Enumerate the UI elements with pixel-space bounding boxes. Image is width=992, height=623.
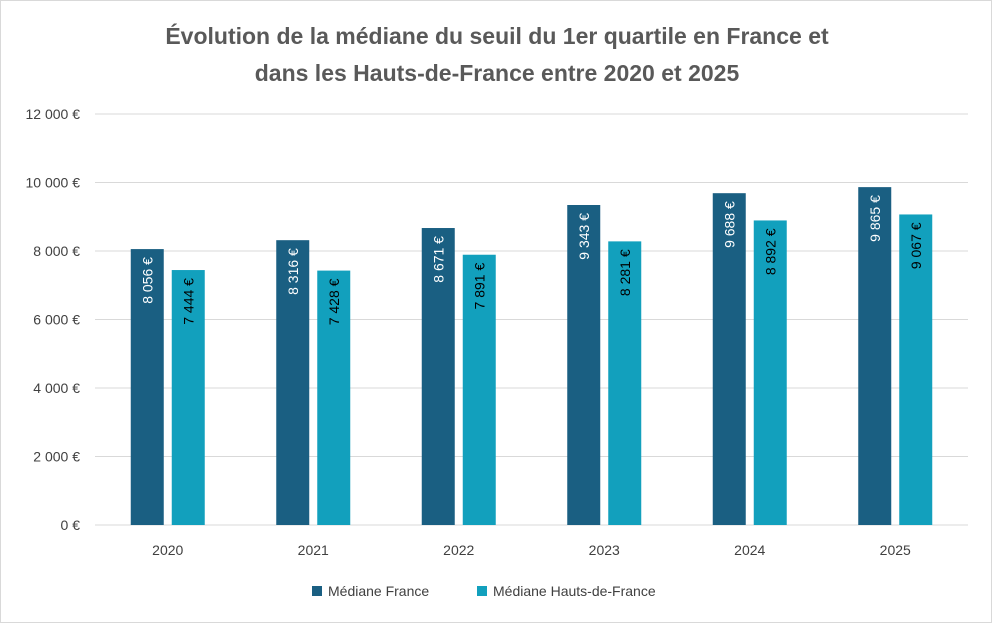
x-axis-category-labels: 2020 2021 2022 2023 2024 2025: [152, 542, 911, 558]
x-category-label: 2022: [443, 542, 474, 558]
legend-label: Médiane France: [328, 583, 429, 599]
y-tick-label: 2 000 €: [33, 449, 80, 465]
chart-title-line-1: Évolution de la médiane du seuil du 1er …: [165, 23, 829, 49]
x-category-label: 2025: [880, 542, 911, 558]
bar: [421, 228, 455, 525]
legend: Médiane France Médiane Hauts-de-France: [312, 583, 656, 599]
legend-swatch: [312, 586, 322, 596]
bar: [753, 220, 787, 525]
data-label: 8 316 €: [285, 248, 301, 295]
bar: [462, 254, 496, 525]
data-label: 9 343 €: [576, 213, 592, 260]
data-label: 9 688 €: [721, 201, 737, 248]
data-label: 8 281 €: [617, 249, 633, 296]
gridlines: [95, 113, 968, 526]
bar: [130, 249, 164, 525]
x-category-label: 2021: [298, 542, 329, 558]
data-label: 9 865 €: [867, 195, 883, 242]
data-labels: 8 056 € 7 444 € 8 316 € 7 428 € 8 671 € 7 891…: [139, 195, 924, 325]
y-tick-label: 4 000 €: [33, 380, 80, 396]
y-tick-label: 0 €: [61, 517, 81, 533]
y-tick-label: 8 000 €: [33, 243, 80, 259]
y-axis-tick-labels: 0 € 2 000 € 4 000 € 6 000 € 8 000 € 10 000 € 1…: [26, 106, 81, 533]
bar: [712, 193, 746, 525]
x-category-label: 2020: [152, 542, 183, 558]
bar: [171, 270, 205, 525]
bar: [567, 205, 601, 525]
data-label: 7 891 €: [471, 263, 487, 310]
data-label: 7 428 €: [326, 278, 342, 325]
data-label: 8 892 €: [762, 228, 778, 275]
bar: [899, 214, 933, 525]
chart-title-line-2: dans les Hauts-de-France entre 2020 et 2…: [254, 60, 740, 86]
legend-label: Médiane Hauts-de-France: [493, 583, 656, 599]
y-tick-label: 12 000 €: [26, 106, 81, 122]
y-tick-label: 10 000 €: [26, 175, 81, 191]
x-category-label: 2024: [734, 542, 765, 558]
y-tick-label: 6 000 €: [33, 312, 80, 328]
bar: [317, 270, 351, 525]
data-label: 8 671 €: [430, 236, 446, 283]
data-label: 7 444 €: [180, 278, 196, 325]
bar: [608, 241, 642, 526]
bars: [130, 187, 933, 526]
data-label: 8 056 €: [139, 257, 155, 304]
bar: [276, 240, 310, 525]
bar: [858, 187, 892, 525]
data-label: 9 067 €: [908, 222, 924, 269]
x-category-label: 2023: [589, 542, 620, 558]
legend-swatch: [477, 586, 487, 596]
